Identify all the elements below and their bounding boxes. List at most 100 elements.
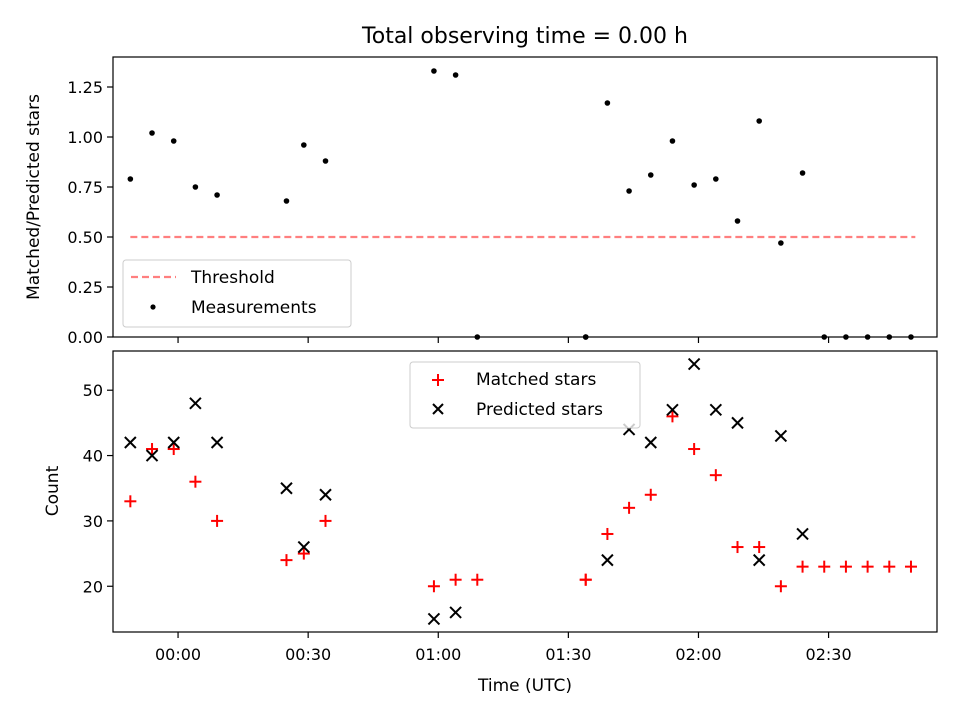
y-tick-label: 1.25 [67,78,103,97]
predicted-legend-label: Predicted stars [476,400,603,420]
matched-point [709,469,722,482]
measurements-legend-swatch [150,304,156,310]
matched-point [146,443,159,456]
matched-point [280,554,293,567]
measurement-point [713,176,719,182]
x-axis-label: Time (UTC) [477,676,572,696]
matched-point [427,580,440,593]
matched-point [774,580,787,593]
y-tick-label: 20 [83,577,103,596]
matched-point [753,541,766,554]
predicted-point [601,553,614,567]
count-points [124,357,917,626]
matched-point [124,495,137,508]
predicted-point [145,449,159,462]
top-y-axis-label: Matched/Predicted stars [24,94,44,300]
bottom-y-axis-label: Count [43,465,63,516]
matched-point [579,573,592,586]
y-tick-label: 0.50 [67,228,103,247]
x-tick-label: 02:30 [806,645,852,664]
top-axes-frame [112,56,938,338]
predicted-legend-swatch [432,403,444,415]
top-x-ticks [177,337,830,343]
measurement-point [647,172,654,178]
predicted-point [666,403,679,417]
predicted-point [427,612,441,626]
measurement-point [301,142,307,148]
measurement-point [799,170,806,176]
y-tick-label: 0.25 [67,278,103,297]
measurement-point [626,188,632,194]
x-tick-label: 00:30 [285,645,331,664]
matched-point [449,573,462,586]
figure-title: Total observing time = 0.00 h [361,24,688,49]
measurement-point [452,72,459,78]
matched-point [623,501,636,514]
predicted-point [752,553,766,567]
predicted-point [796,527,809,541]
predicted-point [731,416,744,430]
matched-point [189,475,202,488]
measurement-point [669,138,676,144]
measurement-point [734,218,741,224]
y-tick-label: 50 [83,381,103,400]
predicted-point [449,606,462,619]
matched-point [839,560,852,573]
matched-point [796,560,809,573]
predicted-point [644,436,657,449]
matched-point [731,541,744,554]
matched-point [167,443,180,456]
measurement-point [214,192,220,198]
measurement-point [283,198,290,204]
matched-point [904,560,917,573]
matched-legend-swatch [432,374,444,386]
matched-point [471,573,484,586]
matched-point [644,488,657,501]
measurement-point [691,182,697,188]
predicted-point [210,436,224,449]
measurement-point [778,240,784,246]
top-legend-box [122,259,352,328]
x-tick-label: 01:00 [415,645,461,664]
matched-point [818,560,831,573]
measurement-point [170,138,177,144]
measurement-point [127,176,134,182]
predicted-point [687,357,701,371]
y-tick-label: 30 [83,512,103,531]
measurement-point [756,118,762,124]
top-y-ticks: 0.00 0.25 0.50 0.75 1.00 1.25 [67,78,113,347]
threshold-legend-label: Threshold [190,268,275,288]
predicted-point [280,482,293,495]
predicted-point [319,488,332,501]
predicted-point [167,436,180,449]
measurement-point [431,68,437,74]
measurement-point [322,158,329,164]
bottom-legend-box [409,361,641,429]
top-panel: 0.00 0.25 0.50 0.75 1.00 1.25 Matched/Predict… [24,56,938,347]
matched-legend-label: Matched stars [476,370,596,390]
predicted-point [124,436,137,449]
y-tick-label: 0.00 [67,328,103,347]
predicted-point [774,429,788,443]
measurements-legend-label: Measurements [191,298,317,318]
matched-point [883,560,896,573]
measurement-point [604,100,611,106]
predicted-point [189,397,202,410]
matched-point [297,547,310,560]
y-tick-label: 40 [83,447,103,466]
matched-point [601,527,614,540]
bottom-x-ticks: 00:00 00:30 01:00 01:30 02:00 02:30 [155,632,852,664]
matched-point [211,514,224,527]
y-tick-label: 1.00 [67,128,103,147]
x-tick-label: 01:30 [545,645,591,664]
bottom-legend: Matched stars Predicted stars [409,361,641,429]
measurement-point [192,184,199,190]
x-tick-label: 00:00 [155,645,201,664]
matched-point [688,443,701,456]
top-legend: Threshold Measurements [122,259,352,328]
bottom-y-ticks: 20 30 40 50 [83,381,113,596]
matched-point [666,410,679,423]
